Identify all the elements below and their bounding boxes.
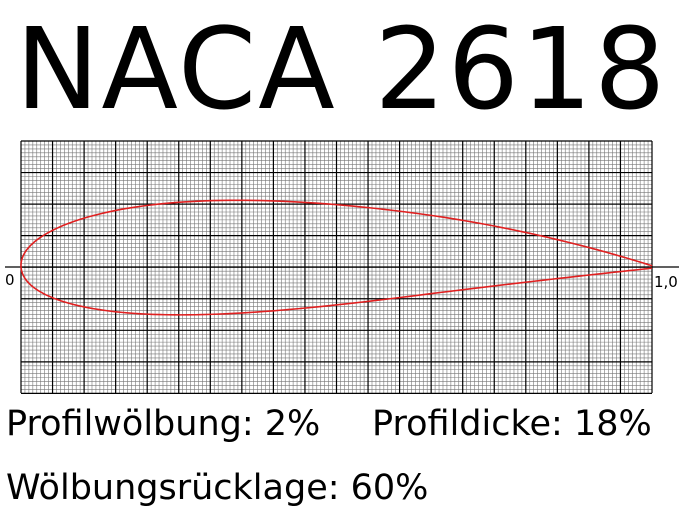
thickness-info: Profildicke: 18% (372, 404, 652, 444)
camber-position-info: Wölbungsrücklage: 60% (6, 468, 429, 508)
airfoil-profile (20, 199, 653, 316)
axis-start-label: 0 (5, 271, 15, 289)
camber-info: Profilwölbung: 2% (6, 404, 321, 444)
axis-end-label: 1,0 (654, 273, 678, 291)
profile-title: NACA 2618 (15, 5, 668, 135)
